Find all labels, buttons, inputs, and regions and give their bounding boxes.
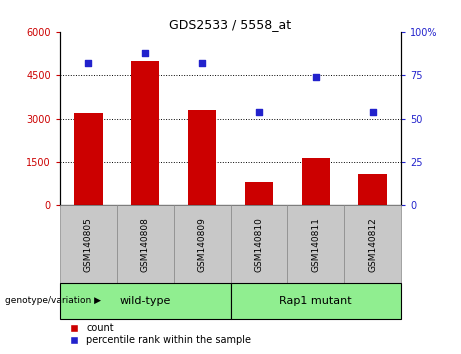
Point	[369, 109, 376, 114]
Bar	[188, 110, 216, 205]
Text: genotype/variation ▶: genotype/variation ▶	[5, 296, 100, 306]
Bar	[74, 113, 102, 205]
Bar	[358, 173, 387, 205]
Point	[198, 60, 206, 66]
Text: GSM140808: GSM140808	[141, 217, 150, 272]
Text: wild-type: wild-type	[119, 296, 171, 306]
Point	[255, 109, 263, 114]
Text: GSM140805: GSM140805	[84, 217, 93, 272]
Text: GSM140812: GSM140812	[368, 217, 377, 272]
Text: Rap1 mutant: Rap1 mutant	[279, 296, 352, 306]
Text: GSM140810: GSM140810	[254, 217, 263, 272]
Bar	[245, 182, 273, 205]
Legend: count, percentile rank within the sample: count, percentile rank within the sample	[65, 319, 255, 349]
Point	[142, 50, 149, 56]
Title: GDS2533 / 5558_at: GDS2533 / 5558_at	[170, 18, 291, 31]
Text: GSM140809: GSM140809	[198, 217, 207, 272]
Bar	[131, 61, 160, 205]
Point	[85, 60, 92, 66]
Point	[312, 74, 319, 80]
Bar	[301, 158, 330, 205]
Text: GSM140811: GSM140811	[311, 217, 320, 272]
